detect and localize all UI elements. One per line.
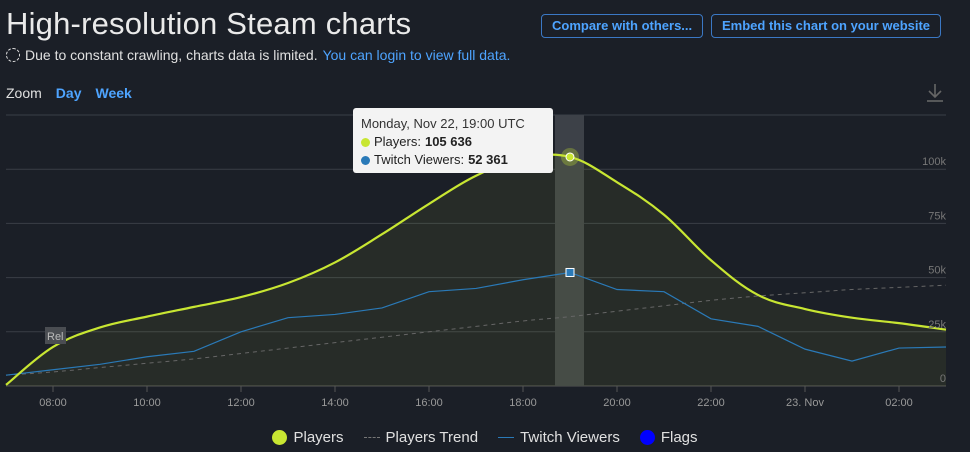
legend-players-trend[interactable]: Players Trend	[363, 428, 479, 446]
download-icon[interactable]	[925, 82, 945, 109]
x-tick-label: 16:00	[415, 397, 443, 409]
x-tick-label: 20:00	[603, 397, 631, 409]
twitch-legend-line-icon	[498, 436, 515, 438]
y-tick-label: 25k	[928, 319, 946, 331]
embed-chart-button[interactable]: Embed this chart on your website	[711, 14, 942, 38]
legend-trend-label: Players Trend	[385, 428, 479, 446]
tooltip-twitch-value: 52 361	[468, 152, 508, 167]
tooltip-title: Monday, Nov 22, 19:00 UTC	[361, 116, 525, 131]
legend-twitch-viewers[interactable]: Twitch Viewers	[498, 429, 620, 446]
players-trend-line	[5, 284, 947, 376]
tooltip-players-value: 105 636	[424, 134, 472, 149]
players-hover-point	[565, 152, 575, 162]
tooltip-twitch-row: Twitch Viewers: 52 361	[361, 151, 545, 169]
twitch-dot-icon	[361, 155, 370, 165]
y-tick-label: 50k	[928, 265, 946, 277]
x-tick-label: 12:00	[227, 397, 255, 409]
players-line	[5, 153, 947, 386]
compare-button[interactable]: Compare with others...	[541, 14, 704, 38]
tooltip-twitch-label: Twitch Viewers:	[374, 152, 465, 167]
zoom-day-button[interactable]: Day	[55, 85, 82, 101]
y-tick-label: 100k	[922, 156, 946, 168]
y-tick-label: 0	[940, 373, 946, 385]
x-tick-label: 22:00	[697, 397, 725, 409]
players-dot-icon	[361, 137, 370, 147]
legend-twitch-label: Twitch Viewers	[520, 428, 620, 446]
x-tick-label: 14:00	[321, 397, 349, 409]
tooltip-players-label: Players:	[374, 134, 421, 149]
legend-flags-label: Flags	[660, 428, 698, 446]
chart-legend: Players Players Trend Twitch Viewers Fla…	[0, 425, 970, 449]
twitch-hover-point	[565, 267, 575, 277]
x-axis-labels: 08:00 10:00 12:00 14:00 16:00 18:00 20:00 22:00…	[39, 386, 913, 409]
tooltip-players-row: Players: 105 636	[361, 133, 545, 151]
data-limited-notice: Due to constant crawling, charts data is…	[6, 47, 510, 63]
zoom-week-button[interactable]: Week	[95, 85, 132, 101]
series-markers	[561, 147, 579, 277]
x-tick-label: 18:00	[509, 397, 537, 409]
login-link[interactable]: You can login to view full data.	[322, 47, 511, 63]
page-title: High-resolution Steam charts	[6, 6, 412, 41]
x-tick-label: 23. Nov	[786, 397, 824, 409]
notice-text: Due to constant crawling, charts data is…	[25, 47, 318, 63]
zoom-controls: Zoom Day Week	[6, 85, 132, 101]
trend-legend-dash-icon	[363, 436, 380, 438]
zoom-label: Zoom	[6, 85, 42, 101]
x-tick-label: 02:00	[885, 397, 913, 409]
x-tick-label: 08:00	[39, 397, 67, 409]
loading-spinner-icon	[6, 48, 20, 62]
twitch-viewers-line	[5, 271, 947, 376]
y-axis-labels: 0 25k 50k 75k 100k	[922, 156, 946, 385]
legend-flags[interactable]: Flags	[639, 428, 698, 446]
flags-legend-dot-icon	[639, 429, 655, 445]
legend-players-label: Players	[293, 428, 344, 446]
legend-players[interactable]: Players	[272, 428, 344, 446]
players-legend-dot-icon	[272, 429, 288, 445]
players-area	[6, 154, 946, 386]
release-flag-marker[interactable]: Rel	[45, 327, 66, 344]
y-tick-label: 75k	[928, 210, 946, 222]
x-tick-label: 10:00	[133, 397, 161, 409]
chart-tooltip: Monday, Nov 22, 19:00 UTC Players: 105 6…	[353, 108, 553, 173]
release-flag-label: Rel	[47, 331, 64, 343]
